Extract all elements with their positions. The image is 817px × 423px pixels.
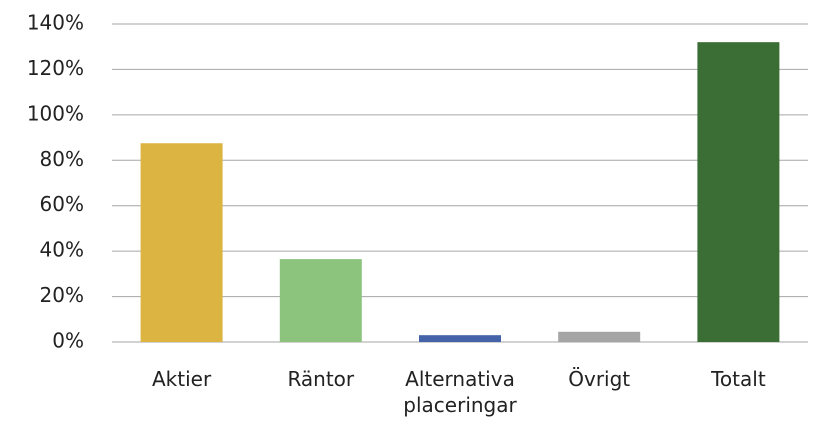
x-tick-label: Övrigt (568, 367, 631, 391)
y-tick-label: 100% (27, 101, 84, 125)
y-tick-label: 60% (40, 192, 84, 216)
bar (558, 331, 641, 342)
x-tick-label: Alternativa placeringar (403, 367, 517, 417)
y-tick-label: 140% (27, 11, 84, 35)
x-tick-label: Totalt (711, 367, 766, 391)
y-tick-label: 80% (40, 147, 84, 171)
bar (697, 42, 780, 343)
y-tick-label: 0% (52, 329, 84, 353)
x-tick-label: Aktier (151, 367, 212, 391)
y-tick-label: 40% (40, 238, 84, 262)
bar (140, 143, 223, 342)
y-tick-label: 120% (27, 56, 84, 80)
bar (419, 335, 501, 342)
x-tick-label: Räntor (287, 367, 355, 391)
bar (279, 259, 362, 342)
y-tick-label: 20% (40, 283, 84, 307)
